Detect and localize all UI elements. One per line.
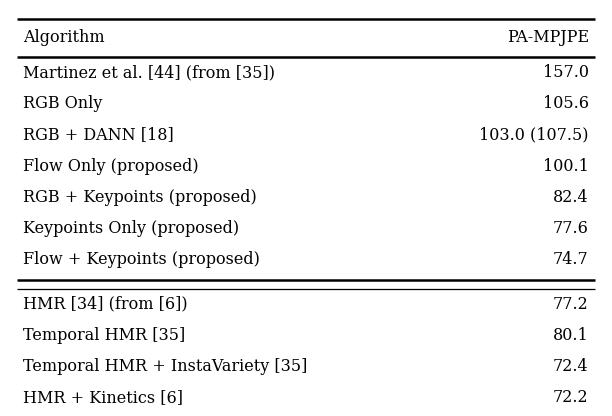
Text: 103.0 (107.5): 103.0 (107.5)	[479, 126, 589, 144]
Text: Martinez et al. [44] (from [35]): Martinez et al. [44] (from [35])	[23, 64, 275, 81]
Text: HMR [34] (from [6]): HMR [34] (from [6])	[23, 296, 188, 313]
Text: 82.4: 82.4	[553, 189, 589, 206]
Text: RGB Only: RGB Only	[23, 95, 103, 112]
Text: Flow + Keypoints (proposed): Flow + Keypoints (proposed)	[23, 251, 260, 268]
Text: Temporal HMR + InstaVariety [35]: Temporal HMR + InstaVariety [35]	[23, 358, 308, 375]
Text: 157.0: 157.0	[543, 64, 589, 81]
Text: 80.1: 80.1	[553, 327, 589, 344]
Text: 72.4: 72.4	[553, 358, 589, 375]
Text: 74.7: 74.7	[553, 251, 589, 268]
Text: Algorithm: Algorithm	[23, 30, 105, 46]
Text: 72.2: 72.2	[553, 389, 589, 406]
Text: 105.6: 105.6	[543, 95, 589, 112]
Text: Keypoints Only (proposed): Keypoints Only (proposed)	[23, 220, 239, 237]
Text: HMR + Kinetics [6]: HMR + Kinetics [6]	[23, 389, 183, 406]
Text: Temporal HMR [35]: Temporal HMR [35]	[23, 327, 185, 344]
Text: RGB + DANN [18]: RGB + DANN [18]	[23, 126, 174, 144]
Text: RGB + Keypoints (proposed): RGB + Keypoints (proposed)	[23, 189, 257, 206]
Text: 100.1: 100.1	[543, 158, 589, 175]
Text: 77.6: 77.6	[553, 220, 589, 237]
Text: PA-MPJPE: PA-MPJPE	[507, 30, 589, 46]
Text: 77.2: 77.2	[553, 296, 589, 313]
Text: Flow Only (proposed): Flow Only (proposed)	[23, 158, 199, 175]
